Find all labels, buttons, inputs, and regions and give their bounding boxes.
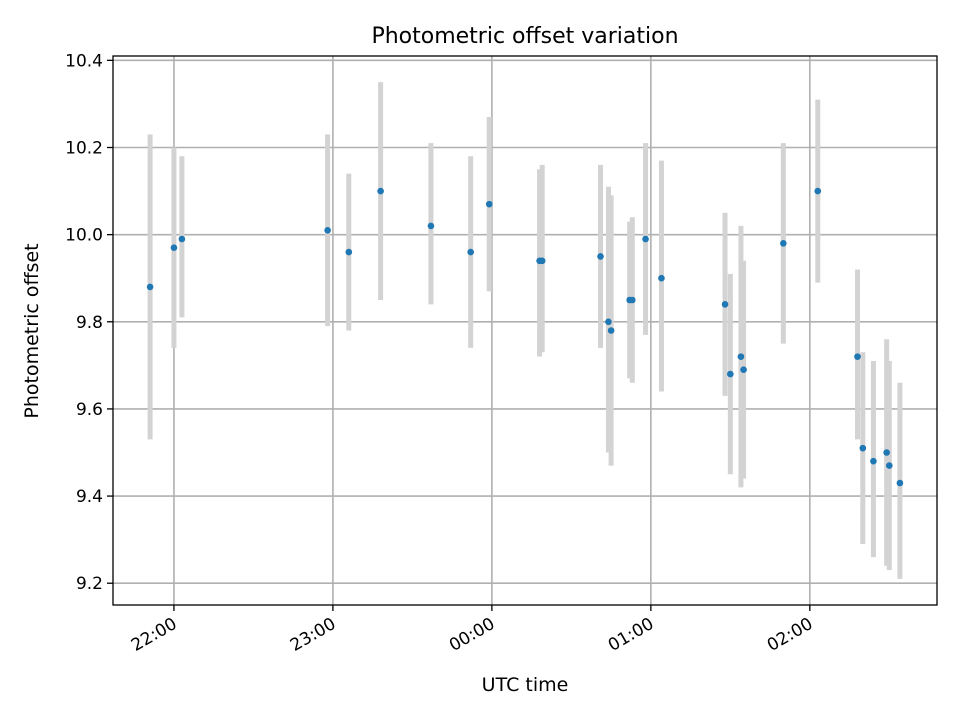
x-axis-label: UTC time — [482, 674, 569, 696]
data-point — [642, 235, 649, 243]
y-tick-label: 9.4 — [76, 487, 103, 507]
data-point — [538, 257, 546, 265]
data-point — [605, 318, 612, 326]
data-point — [658, 274, 665, 282]
data-point — [345, 248, 353, 256]
data-point — [727, 370, 734, 378]
y-axis-label: Photometric offset — [21, 243, 43, 418]
data-point — [377, 187, 384, 195]
data-point — [854, 353, 861, 360]
data-point — [886, 462, 893, 469]
data-point — [896, 479, 904, 487]
data-point — [607, 327, 615, 334]
y-tick-label: 9.6 — [76, 400, 103, 420]
y-tick-label: 10.0 — [65, 226, 103, 246]
data-point — [870, 457, 877, 465]
data-point — [721, 301, 729, 308]
data-point — [883, 449, 890, 456]
y-tick-label: 9.8 — [76, 313, 103, 333]
data-point — [427, 222, 435, 230]
data-point — [178, 235, 186, 243]
plot-frame — [112, 55, 938, 606]
y-axis-ticks: 9.2 9.4 9.6 9.8 10.0 10.2 10.4 — [65, 51, 113, 594]
data-point — [324, 226, 331, 234]
y-tick-label: 10.4 — [65, 51, 103, 71]
data-point — [170, 244, 178, 252]
grid-layer — [113, 56, 937, 605]
data-point — [780, 240, 787, 247]
data-point — [467, 248, 474, 256]
data-point — [859, 444, 867, 452]
data-point — [737, 353, 745, 360]
y-tick-label: 10.2 — [65, 139, 103, 159]
chart-title: Photometric offset variation — [371, 24, 678, 49]
data-point — [740, 366, 747, 374]
data-point — [485, 200, 493, 208]
data-point — [629, 296, 636, 304]
point-layer — [146, 187, 904, 487]
data-point — [814, 187, 822, 195]
data-point — [146, 283, 154, 291]
y-tick-label: 9.2 — [76, 574, 103, 594]
data-point — [597, 253, 604, 260]
